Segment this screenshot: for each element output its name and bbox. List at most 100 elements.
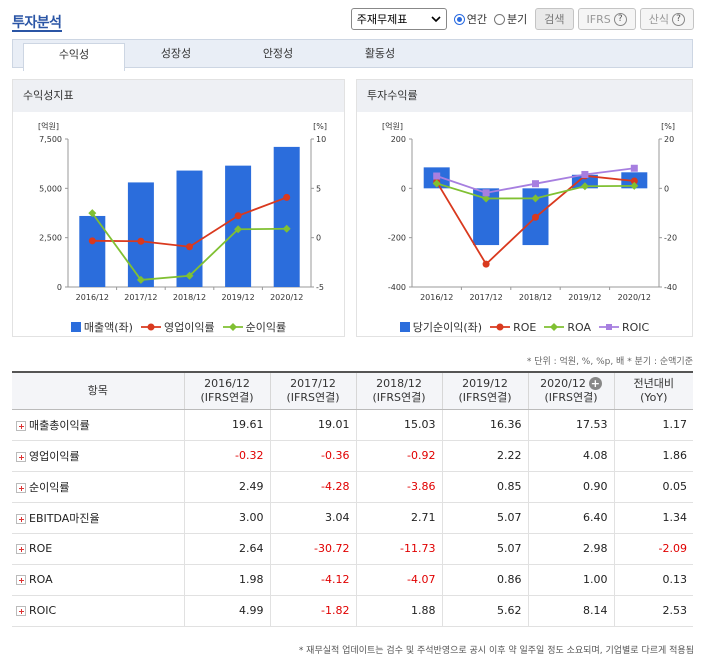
row-label[interactable]: ROIC xyxy=(12,595,184,627)
expand-icon[interactable] xyxy=(16,575,26,585)
help-icon: ? xyxy=(613,12,627,26)
data-point xyxy=(433,172,441,180)
expand-icon[interactable] xyxy=(16,420,26,431)
table-cell: 6.40 xyxy=(527,502,614,534)
row-label[interactable]: 매출총이익률 xyxy=(12,409,184,441)
table-cell: -4.12 xyxy=(269,564,356,596)
data-point xyxy=(580,182,589,191)
table-cell: 4.99 xyxy=(183,595,270,627)
row-label[interactable]: 영업이익률 xyxy=(12,440,184,472)
radio-annual[interactable]: 연간 xyxy=(453,11,487,27)
tab-stability[interactable]: 안정성 xyxy=(262,47,294,60)
row-label[interactable]: 순이익률 xyxy=(12,471,184,503)
expand-icon[interactable] xyxy=(16,482,26,493)
panel-title: 수익성지표 xyxy=(13,80,344,112)
period-header: 2017/12 (IFRS연결) xyxy=(269,371,356,410)
panel-title: 투자수익률 xyxy=(357,80,692,112)
section-title: 투자분석 xyxy=(12,15,62,31)
legend-item[interactable]: 매출액(좌) xyxy=(70,319,133,335)
expand-icon[interactable] xyxy=(16,606,26,616)
ifrs-button[interactable]: IFRS ? xyxy=(577,8,636,30)
legend-item[interactable]: 당기순이익(좌) xyxy=(399,319,482,335)
table-cell: 1.98 xyxy=(183,564,270,596)
legend-item[interactable]: 순이익률 xyxy=(222,319,286,335)
table-cell: 1.00 xyxy=(527,564,614,596)
tab-growth[interactable]: 성장성 xyxy=(160,47,192,60)
row-name: ROA xyxy=(29,573,53,586)
period-header: 2020/12 + (IFRS연결) xyxy=(527,371,614,410)
period-header: 2019/12 (IFRS연결) xyxy=(441,371,528,410)
chevron-down-icon xyxy=(431,13,441,26)
period-date: 2016/12 xyxy=(204,376,250,390)
profitability-table: 항목 2016/12 (IFRS연결) 2017/12 (IFRS연결) 2018/… xyxy=(12,371,693,627)
legend-item[interactable]: ROE xyxy=(490,321,536,334)
expand-icon[interactable] xyxy=(16,544,26,554)
legend-item[interactable]: ROIC xyxy=(598,321,649,334)
left-tick-label: 5,000 xyxy=(39,184,62,193)
ifrs-button-label: IFRS xyxy=(586,12,611,26)
tab-profitability[interactable]: 수익성 xyxy=(23,43,125,71)
yoy-cell: 1.17 xyxy=(613,409,693,441)
search-button[interactable]: 검색 xyxy=(535,8,574,30)
radio-quarter-dot[interactable] xyxy=(494,13,506,25)
footer-note: * 재무실적 업데이트는 검수 및 주석반영으로 공시 이후 약 일주일 정도 … xyxy=(298,646,694,656)
table-cell: -30.72 xyxy=(269,533,356,565)
legend-item[interactable]: ROA xyxy=(544,321,591,334)
title-underline xyxy=(12,30,62,32)
formula-button[interactable]: 산식 ? xyxy=(639,8,694,30)
yoy-header-label: 전년대비 xyxy=(633,376,674,390)
table-cell: 2.49 xyxy=(183,471,270,503)
x-tick-label: 2016/12 xyxy=(420,293,453,302)
controls-bar: 주재무제표 연간 분기 검색 IFRS ? 산식 ? xyxy=(350,8,694,30)
row-label[interactable]: EBITDA마진율 xyxy=(12,502,184,534)
bar xyxy=(127,182,154,287)
left-tick-label: 7,500 xyxy=(39,135,62,144)
left-tick-label: 0 xyxy=(57,283,62,292)
table-cell: -0.32 xyxy=(183,440,270,472)
row-label[interactable]: ROE xyxy=(12,533,184,565)
right-tick-label: 0 xyxy=(316,234,321,243)
x-tick-label: 2018/12 xyxy=(173,293,206,302)
yoy-cell: 1.34 xyxy=(613,502,693,534)
period-basis: (IFRS연결) xyxy=(372,390,426,404)
right-tick-label: -20 xyxy=(664,234,677,243)
formula-button-label: 산식 xyxy=(648,13,669,26)
x-tick-label: 2020/12 xyxy=(270,293,303,302)
table-cell: 0.86 xyxy=(441,564,528,596)
tab-activity[interactable]: 활동성 xyxy=(364,47,396,60)
expand-icon[interactable] xyxy=(16,451,26,462)
left-tick-label: 200 xyxy=(391,135,406,144)
table-cell: -0.36 xyxy=(269,440,356,472)
legend-swatch xyxy=(140,323,161,331)
table-row: 영업이익률 -0.32 -0.36 -0.92 2.22 4.08 1.86 xyxy=(12,440,693,472)
table-cell: -0.92 xyxy=(355,440,442,472)
data-point xyxy=(630,164,638,172)
data-point xyxy=(630,181,639,190)
expand-icon[interactable] xyxy=(16,513,26,524)
profitability-chart-panel: 수익성지표 [억원] [%] 7,500 5,000 2,500 0 10 5 0 -5 2016/… xyxy=(12,79,345,337)
period-date: 2018/12 xyxy=(376,376,422,390)
statement-select[interactable]: 주재무제표 xyxy=(350,8,447,30)
legend-item[interactable]: 영업이익률 xyxy=(140,319,215,335)
data-point xyxy=(88,209,97,218)
data-point xyxy=(186,243,193,251)
data-point xyxy=(482,260,490,268)
table-cell: 5.07 xyxy=(441,502,528,534)
period-date: 2019/12 xyxy=(462,376,508,390)
add-period-icon[interactable]: + xyxy=(588,376,602,390)
right-tick-label: -40 xyxy=(664,283,677,292)
radio-annual-dot[interactable] xyxy=(453,13,465,25)
left-tick-label: -200 xyxy=(388,234,406,243)
data-point xyxy=(282,224,291,233)
radio-quarter[interactable]: 분기 xyxy=(494,11,527,27)
period-basis: (IFRS연결) xyxy=(458,390,512,404)
table-cell: 2.71 xyxy=(355,502,442,534)
legend-label: 매출액(좌) xyxy=(83,321,133,334)
period-date: 2020/12 xyxy=(540,376,586,390)
table-cell: 2.98 xyxy=(527,533,614,565)
x-tick-label: 2019/12 xyxy=(221,293,254,302)
table-cell: 16.36 xyxy=(441,409,528,441)
row-label[interactable]: ROA xyxy=(12,564,184,596)
right-tick-label: -5 xyxy=(316,283,324,292)
table-cell: 5.62 xyxy=(441,595,528,627)
